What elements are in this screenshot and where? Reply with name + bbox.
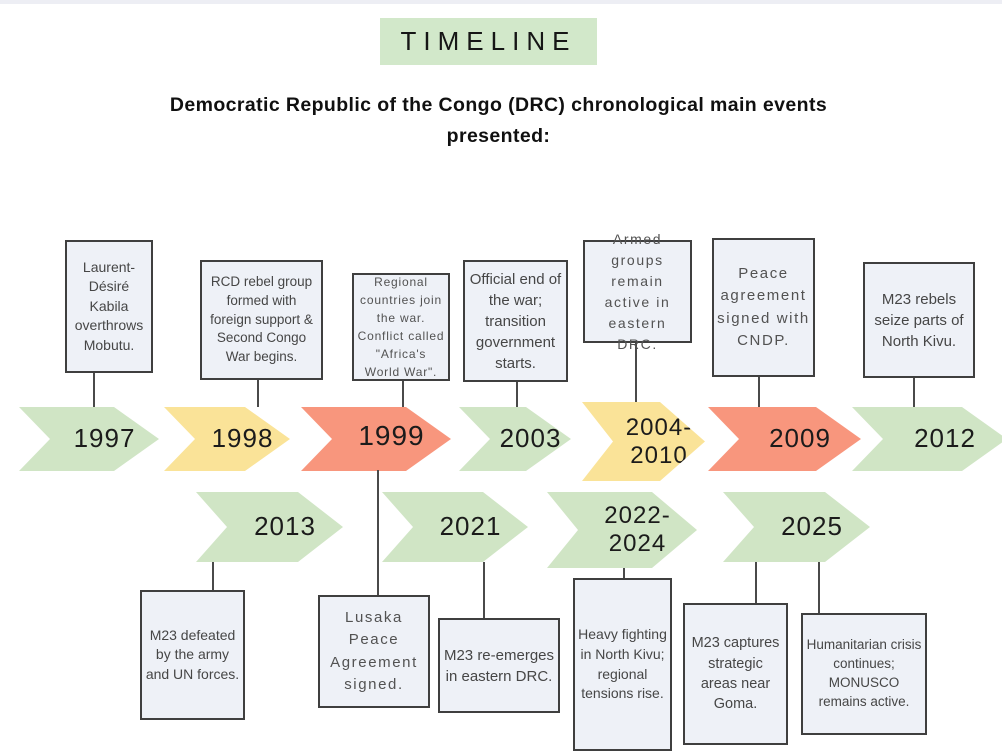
event-note-regional-war: Regional countries join the war. Conflic… xyxy=(352,273,450,381)
year-arrow-2012: 2012 xyxy=(852,407,1002,471)
top-window-strip xyxy=(0,0,1002,4)
year-label: 2013 xyxy=(254,511,316,542)
year-label: 1999 xyxy=(358,419,425,451)
year-label: 2021 xyxy=(439,511,502,542)
connector-2012 xyxy=(913,378,915,407)
connector-2025-goma xyxy=(755,562,757,603)
connector-2013 xyxy=(212,562,214,590)
year-arrow-2022-2024: 2022- 2024 xyxy=(547,492,697,568)
year-label: 2003 xyxy=(499,423,562,454)
event-note-rcd: RCD rebel group formed with foreign supp… xyxy=(200,260,323,380)
year-label: 2004- 2010 xyxy=(625,413,693,469)
event-note-humanitarian: Humanitarian crisis continues; MONUSCO r… xyxy=(801,613,927,735)
year-arrow-2003: 2003 xyxy=(459,407,571,471)
year-arrow-1997: 1997 xyxy=(19,407,159,471)
connector-1998 xyxy=(257,380,259,407)
event-note-heavy-fighting: Heavy fighting in North Kivu; regional t… xyxy=(573,578,672,751)
page-subtitle: Democratic Republic of the Congo (DRC) c… xyxy=(169,94,828,148)
connector-2022-2024 xyxy=(623,568,625,578)
year-arrow-2013: 2013 xyxy=(196,492,343,562)
year-arrow-2025: 2025 xyxy=(723,492,870,562)
year-label: 1998 xyxy=(211,423,274,454)
year-arrow-2021: 2021 xyxy=(382,492,528,562)
event-note-m23-defeated: M23 defeated by the army and UN forces. xyxy=(140,590,245,720)
year-arrow-2009: 2009 xyxy=(708,407,861,471)
connector-2003 xyxy=(516,382,518,407)
year-arrow-2004-2010: 2004- 2010 xyxy=(582,402,705,481)
year-label: 2022- 2024 xyxy=(604,502,671,557)
connector-2004-2010 xyxy=(635,343,637,402)
connector-2009 xyxy=(758,377,760,407)
event-note-lusaka: Lusaka Peace Agreement signed. xyxy=(318,595,430,708)
connector-1997 xyxy=(93,373,95,407)
year-label: 1997 xyxy=(73,423,136,454)
connector-2025-humanitarian xyxy=(818,562,820,613)
event-note-war-end: Official end of the war; transition gove… xyxy=(463,260,568,382)
year-arrow-1999: 1999 xyxy=(301,407,451,471)
year-arrow-1998: 1998 xyxy=(164,407,290,471)
connector-2021 xyxy=(483,562,485,618)
year-label: 2025 xyxy=(781,511,843,542)
year-label: 2012 xyxy=(914,423,976,454)
timeline-title-badge: TIMELINE xyxy=(380,18,597,65)
event-note-m23-reemerges: M23 re-emerges in eastern DRC. xyxy=(438,618,560,713)
event-note-cndp: Peace agreement signed with CNDP. xyxy=(712,238,815,377)
event-note-armed-groups: Armed groups remain active in eastern DR… xyxy=(583,231,692,352)
event-note-goma: M23 captures strategic areas near Goma. xyxy=(683,603,788,745)
connector-1999-top xyxy=(402,381,404,407)
event-note-kabila: Laurent-Désiré Kabila overthrows Mobutu. xyxy=(65,240,153,373)
connector-1999-lusaka xyxy=(377,470,379,595)
event-note-m23-seize: M23 rebels seize parts of North Kivu. xyxy=(863,262,975,378)
year-label: 2009 xyxy=(769,423,831,454)
